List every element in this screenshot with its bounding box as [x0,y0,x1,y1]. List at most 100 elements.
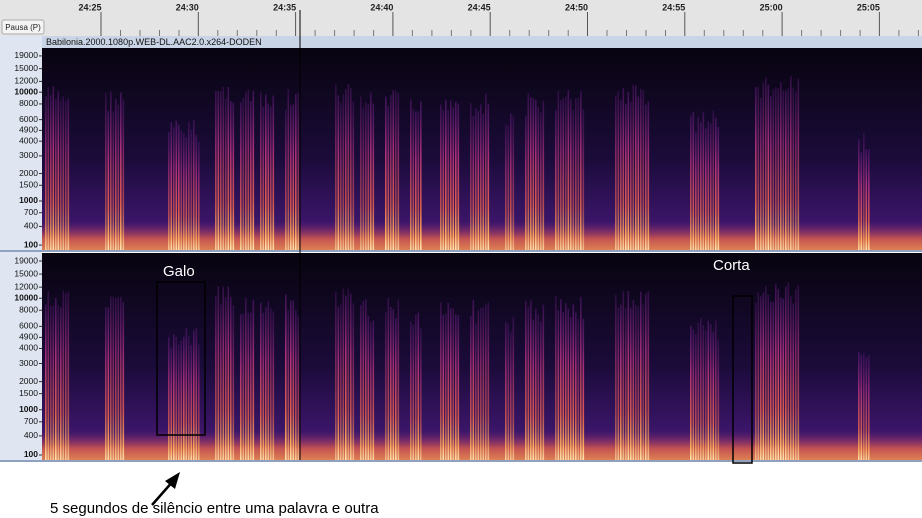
frequency-label: 6000 [19,321,38,331]
spectral-streak [183,336,185,460]
spectral-streak [360,304,362,460]
spectral-streak [415,111,417,250]
spectral-streak [868,355,870,460]
spectral-streak [47,87,50,250]
spectral-streak [372,103,375,250]
spectral-streak [250,311,252,460]
spectral-streak [505,124,507,250]
spectral-streak [450,100,452,250]
galo-label: Galo [163,263,195,280]
spectral-streak [542,304,545,460]
spectral-streak [858,139,860,250]
spectral-streak [645,293,647,460]
spectral-streak [525,115,527,250]
spectral-streak [475,323,477,460]
spectral-streak [762,292,765,460]
spectral-streak [477,310,480,460]
spectral-streak [863,352,865,460]
spectral-streak [565,303,567,460]
frequency-label: 400 [24,430,38,440]
spectral-streak [770,96,772,250]
spectral-streak [790,76,792,250]
spectral-streak [350,293,352,460]
frequency-label: 10000 [14,86,38,96]
spectral-streak [117,297,120,460]
spectral-streak [582,109,585,251]
spectral-streak [247,89,250,250]
spectral-streak [50,95,52,250]
spectral-streak [780,82,782,251]
spectral-streak [575,98,577,250]
spectral-streak [567,89,570,251]
frequency-label: 8000 [19,305,38,315]
frequency-label: 700 [24,207,38,217]
spectral-streak [112,111,115,251]
spectral-streak [395,90,397,250]
spectral-streak [342,94,345,250]
frequency-label: 1000 [19,195,38,205]
spectral-streak [860,354,863,460]
spectral-streak [337,95,340,251]
spectral-streak [173,127,175,250]
spectral-streak [795,289,797,460]
spectral-streak [347,83,350,251]
spectral-streak [183,133,185,250]
spectral-streak [193,119,195,250]
spectral-streak [512,316,515,460]
spectral-streak [352,303,355,460]
spectral-streak [572,304,575,460]
spectral-streak [420,328,422,460]
time-label: 24:55 [662,2,685,12]
spectral-streak [710,323,712,460]
spectral-streak [290,300,292,460]
spectral-streak [645,104,647,251]
spectral-streak [507,323,510,460]
spectral-streak [225,297,227,460]
spectral-streak [452,308,455,460]
spectral-streak [637,306,640,460]
spectral-streak [190,344,193,460]
frequency-label: 2000 [19,376,38,386]
spectral-streak [168,131,170,250]
spectral-streak [190,129,193,250]
spectral-streak [178,344,180,460]
spectral-streak [777,87,780,250]
spectral-streak [642,90,645,250]
spectral-streak [540,112,542,251]
spectral-streak [345,89,347,251]
spectral-streak [173,334,175,460]
spectral-streak [710,123,712,250]
spectral-streak [542,100,545,250]
spectral-streak [792,87,795,251]
spectral-streak [387,297,390,460]
spectral-streak [337,306,340,460]
spectral-streak [717,339,720,460]
spectral-streak [232,305,235,460]
spectral-streak [537,106,540,250]
spectral-streak [417,111,420,250]
spectral-streak [697,322,700,460]
spectral-streak [440,302,442,460]
spectral-streak [487,302,490,460]
time-label: 24:50 [565,2,588,12]
spectral-streak [630,308,632,460]
frequency-label: 8000 [19,98,38,108]
spectral-streak [225,98,227,250]
spectral-streak [527,306,530,460]
spectral-streak [635,85,637,250]
time-label: 24:35 [273,2,296,12]
spectral-streak [392,308,395,460]
spectral-streak [637,96,640,250]
corta-box [732,295,753,464]
spectral-streak [217,90,220,250]
spectral-streak [475,108,477,251]
time-label: 24:25 [78,2,101,12]
spectral-streak [220,304,222,460]
pause-button[interactable] [1,19,45,35]
frequency-label: 4000 [19,343,38,353]
spectral-streak [230,296,232,460]
spectral-streak [240,314,242,460]
spectral-streak [532,98,535,250]
spectral-streak [457,103,460,250]
spectral-streak [442,110,445,250]
